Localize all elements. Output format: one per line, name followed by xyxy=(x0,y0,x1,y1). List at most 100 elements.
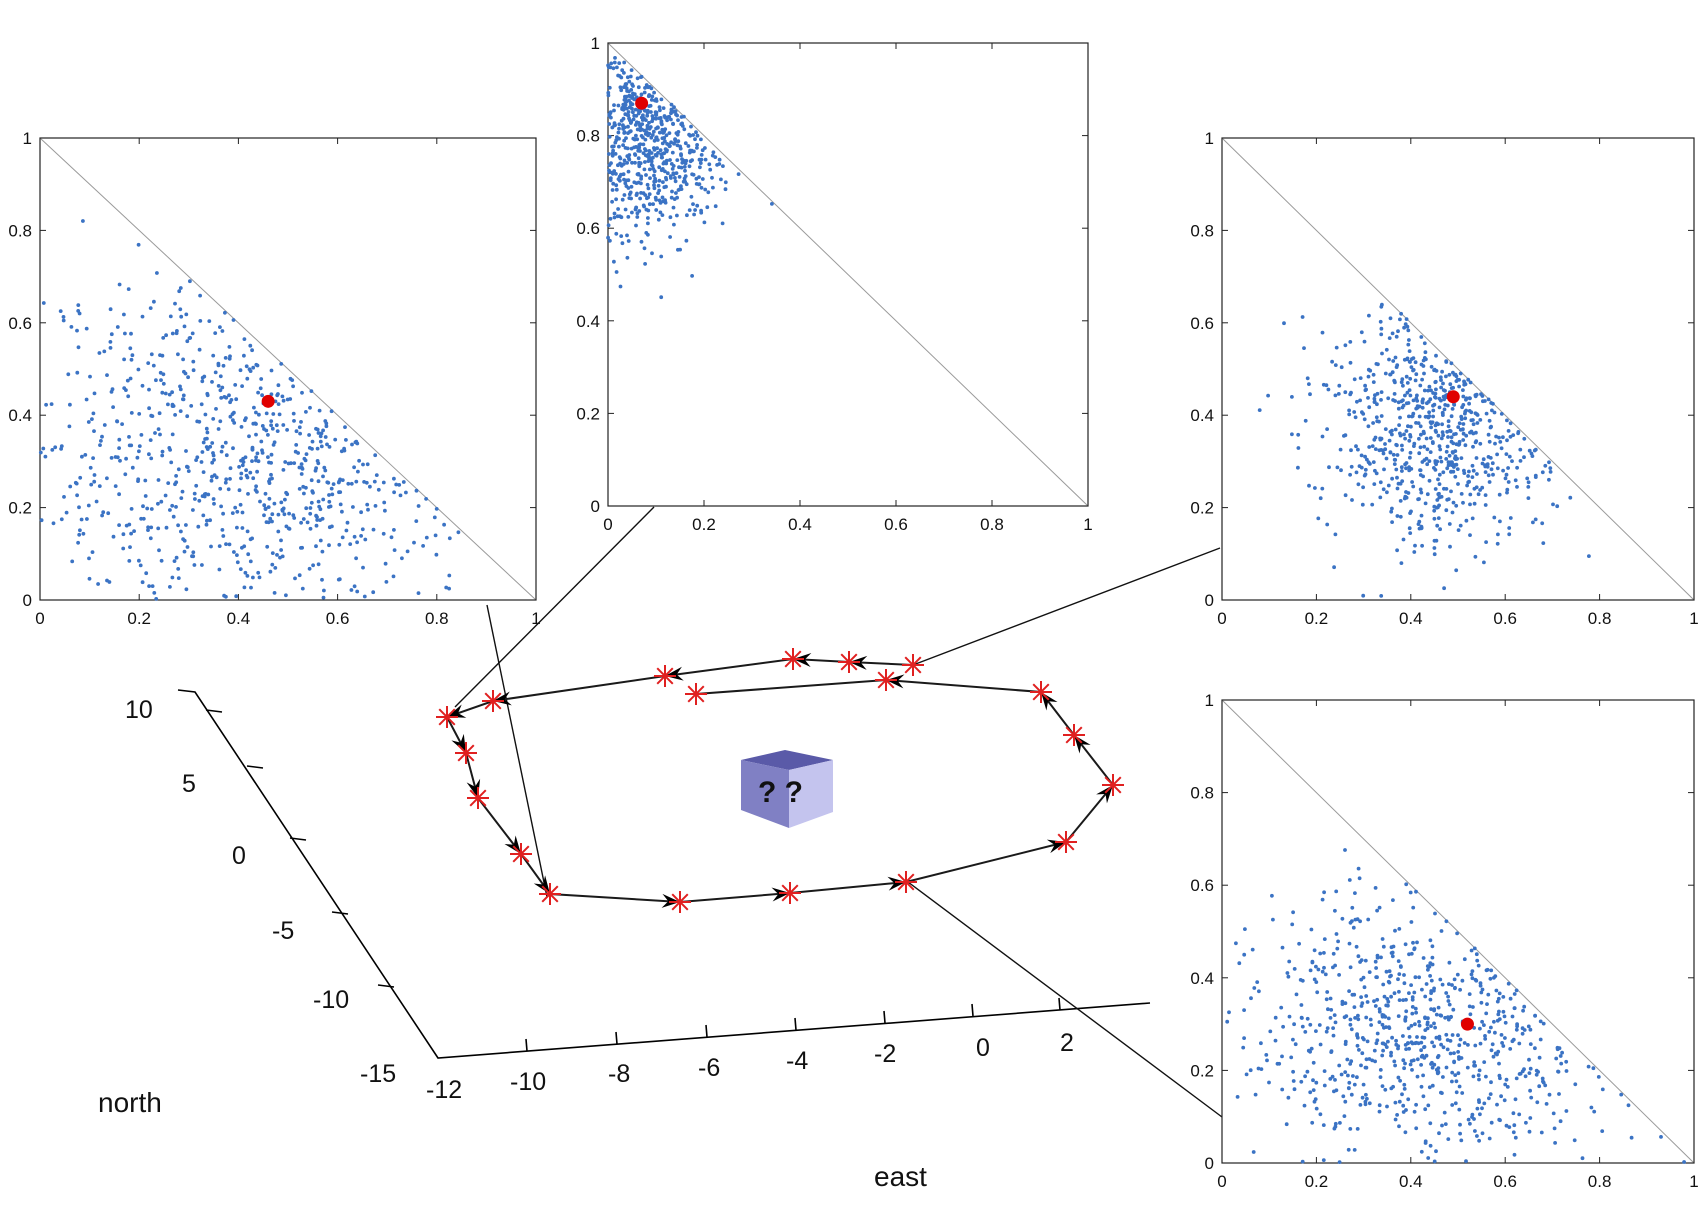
sample-point xyxy=(694,130,698,135)
sample-point xyxy=(606,90,611,95)
x-tick-label: 0.6 xyxy=(884,515,908,534)
sample-point xyxy=(1440,422,1444,427)
sample-point xyxy=(1308,1022,1313,1027)
sample-point xyxy=(645,154,650,158)
sample-point xyxy=(1353,415,1358,420)
sample-point xyxy=(245,376,250,381)
sample-point xyxy=(664,177,669,182)
sample-point xyxy=(637,209,642,213)
sample-point xyxy=(1414,372,1419,377)
sample-point xyxy=(1350,498,1354,502)
sample-point xyxy=(1349,1092,1354,1097)
sample-point xyxy=(1543,463,1548,468)
sample-point xyxy=(639,239,644,244)
sample-point xyxy=(129,531,134,536)
sample-point xyxy=(1478,441,1483,446)
sample-point xyxy=(1409,365,1414,369)
sample-point xyxy=(128,545,132,549)
sample-point xyxy=(1478,1112,1482,1117)
simplex-boundary-line xyxy=(1221,699,1695,1164)
sample-point xyxy=(1414,1126,1419,1131)
selected-estimate-point xyxy=(635,96,649,110)
sample-point xyxy=(1432,504,1437,509)
sample-point xyxy=(1554,1056,1559,1061)
sample-point xyxy=(366,507,370,512)
sample-point xyxy=(163,391,168,396)
sample-point xyxy=(242,337,247,341)
sample-point xyxy=(433,533,438,538)
x-tick-label: 0.4 xyxy=(1399,609,1423,628)
sample-point xyxy=(275,553,279,557)
sample-point xyxy=(75,493,79,498)
sample-point xyxy=(1349,1027,1354,1032)
sample-point xyxy=(237,488,242,493)
waypoint-marker xyxy=(895,871,917,893)
sample-point xyxy=(1434,1067,1439,1072)
sample-point xyxy=(1373,959,1378,964)
sample-point xyxy=(1324,1029,1329,1034)
sample-point xyxy=(1492,975,1496,980)
sample-point xyxy=(173,301,177,306)
sample-point xyxy=(1347,878,1352,882)
sample-point xyxy=(176,567,181,571)
sample-point xyxy=(1422,1045,1427,1049)
sample-point xyxy=(203,492,208,496)
sample-point xyxy=(318,518,322,522)
sample-point xyxy=(680,160,685,165)
sample-point xyxy=(1507,532,1512,537)
sample-point xyxy=(317,504,322,509)
sample-point xyxy=(650,164,655,168)
sample-point xyxy=(1435,459,1440,464)
sample-point xyxy=(690,172,694,177)
y-tick-label: 0.8 xyxy=(1190,784,1214,803)
sample-point xyxy=(257,575,262,580)
sample-point xyxy=(644,130,649,135)
sample-point xyxy=(1399,380,1404,385)
sample-point xyxy=(1499,1094,1503,1099)
sample-point xyxy=(92,473,97,477)
sample-point xyxy=(304,410,308,414)
sample-point xyxy=(1424,357,1428,362)
sample-point xyxy=(650,114,655,118)
sample-point xyxy=(612,103,616,107)
sample-point xyxy=(699,153,704,157)
sample-point xyxy=(1502,1014,1507,1019)
y-tick-label: 0.2 xyxy=(1190,1061,1214,1080)
sample-point xyxy=(1395,1113,1399,1117)
sample-point xyxy=(1591,1066,1596,1071)
waypoint-marker xyxy=(539,883,561,905)
sample-point xyxy=(652,138,657,143)
sample-point xyxy=(268,516,273,521)
sample-point xyxy=(618,85,623,90)
sample-point xyxy=(1535,1100,1540,1105)
sample-point xyxy=(647,192,652,197)
sample-point xyxy=(1471,431,1476,436)
sample-point xyxy=(250,459,254,463)
sample-point xyxy=(1375,402,1379,407)
sample-point xyxy=(619,215,624,220)
sample-point xyxy=(1490,1042,1495,1047)
sample-point xyxy=(1365,1096,1369,1101)
sample-point xyxy=(176,467,181,472)
sample-point xyxy=(1424,436,1429,441)
y-tick-label: 0.2 xyxy=(8,499,32,518)
sample-point xyxy=(1348,340,1353,344)
sample-point xyxy=(1440,430,1445,435)
sample-point xyxy=(1405,381,1410,385)
sample-point xyxy=(412,540,416,545)
sample-point xyxy=(607,163,612,168)
sample-point xyxy=(1395,548,1399,553)
sample-point xyxy=(1403,436,1407,441)
east-tick-label: 2 xyxy=(1060,1029,1074,1057)
sample-point xyxy=(124,523,129,528)
sample-point xyxy=(1366,917,1371,922)
sample-point xyxy=(1505,1085,1510,1089)
sample-point xyxy=(1450,450,1455,454)
sample-point xyxy=(1316,516,1321,521)
sample-point xyxy=(1528,1042,1533,1046)
sample-point xyxy=(668,235,672,239)
sample-point xyxy=(1404,1047,1408,1051)
sample-point xyxy=(1334,932,1339,936)
sample-point xyxy=(365,462,370,467)
sample-point xyxy=(1373,468,1377,473)
